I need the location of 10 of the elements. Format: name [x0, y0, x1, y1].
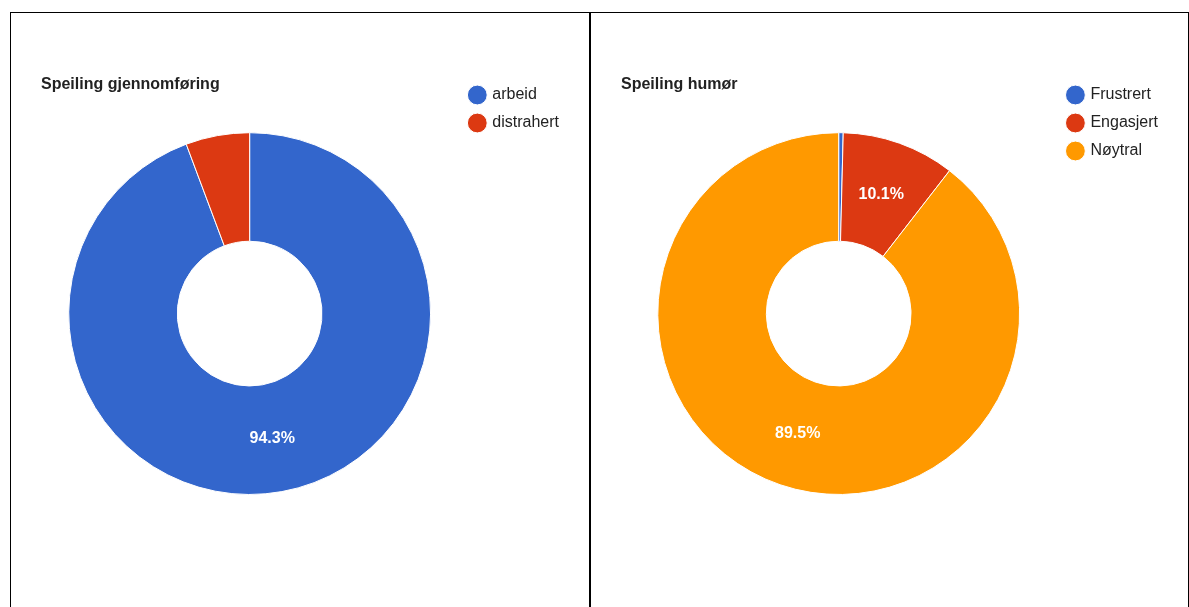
legend-label: distrahert: [492, 113, 560, 131]
data-label: 89.5%: [775, 423, 821, 441]
data-label: 10.1%: [858, 184, 904, 202]
legend-label: Nøytral: [1090, 141, 1142, 159]
chart-title: Speiling humør: [621, 75, 738, 93]
legend-label: arbeid: [492, 85, 537, 103]
legend-label: Frustrert: [1090, 85, 1152, 103]
data-label: 94.3%: [249, 428, 295, 446]
legend-label: Engasjert: [1090, 113, 1159, 131]
chart-title: Speiling gjennomføring: [41, 75, 220, 93]
